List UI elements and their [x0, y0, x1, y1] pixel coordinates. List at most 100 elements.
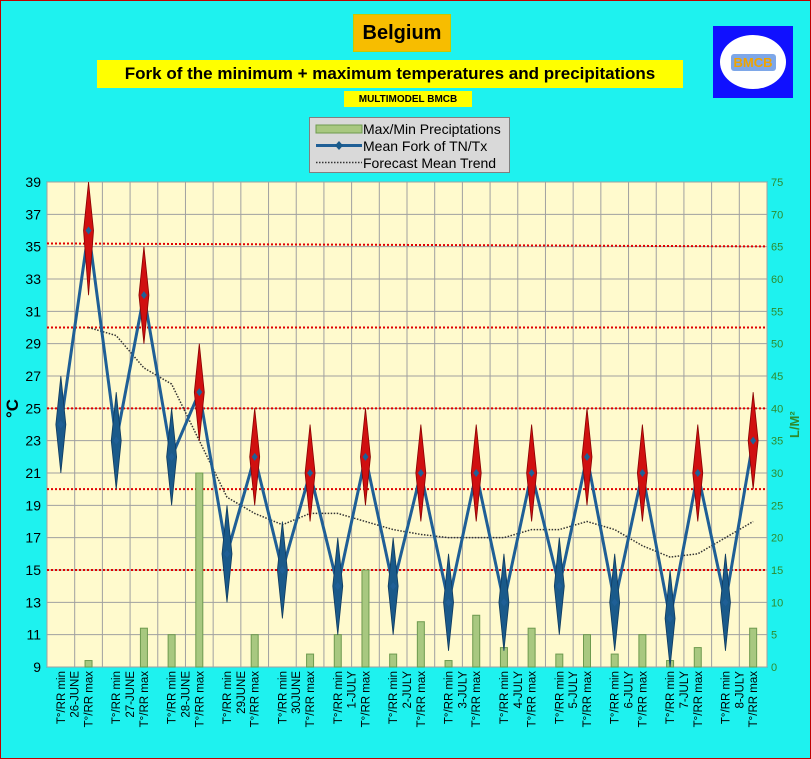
precip-bar: [306, 653, 315, 668]
y2-tick-label: 20: [771, 533, 783, 545]
precip-bar: [638, 634, 647, 668]
mean-point-marker: [85, 226, 92, 235]
x-tick-label: T°/RR max: [693, 671, 705, 728]
logo-text: BMCB: [730, 53, 776, 71]
y-tick-label: 31: [25, 303, 41, 319]
x-tick-label: 30JUNE: [291, 671, 303, 714]
y2-tick-label: 60: [771, 274, 783, 286]
x-tick-label: T°/RR max: [471, 671, 483, 728]
tmax-fork-marker: [83, 181, 94, 296]
x-tick-label: 7-JULY: [679, 671, 691, 709]
x-tick-label: 26-JUNE: [70, 671, 82, 718]
y2-tick-label: 10: [771, 597, 783, 609]
y-tick-label: 13: [25, 594, 41, 610]
x-tick-label: T°/RR min: [388, 671, 400, 724]
x-tick-label: 4-JULY: [513, 671, 525, 709]
precip-bar: [361, 569, 370, 668]
mean-point-marker: [196, 388, 203, 397]
x-tick-label: 29JUNE: [236, 671, 248, 714]
x-tick-label: T°/RR min: [277, 671, 289, 724]
precip-bar: [444, 660, 453, 668]
mean-point-marker: [334, 582, 341, 591]
precip-bar: [583, 634, 591, 668]
mean-point-marker: [473, 469, 480, 477]
chart-subtitle: Fork of the minimum + maximum temperatur…: [97, 60, 683, 88]
y-tick-label: 39: [25, 174, 41, 190]
precip-bar: [250, 634, 259, 668]
mean-point-marker: [611, 598, 618, 607]
x-tick-label: T°/RR min: [554, 671, 566, 724]
y-tick-label: 19: [25, 497, 41, 513]
chart-source-label: MULTIMODEL BMCB: [344, 91, 472, 107]
x-tick-label: T°/RR max: [360, 671, 372, 728]
x-tick-label: T°/RR max: [748, 671, 760, 728]
precip-bar: [610, 653, 619, 668]
y2-tick-label: 25: [771, 500, 783, 512]
logo-map-icon: BMCB: [720, 35, 786, 89]
mean-point-marker: [639, 469, 646, 477]
mean-point-marker: [445, 598, 452, 607]
y-tick-label: 25: [25, 400, 41, 416]
precip-bar: [555, 653, 564, 668]
x-tick-label: T°/RR min: [167, 671, 179, 724]
x-tick-label: T°/RR max: [637, 671, 649, 728]
x-tick-label: T°/RR max: [582, 671, 594, 728]
y-tick-label: 27: [25, 368, 41, 384]
y-axis-label: °C: [3, 398, 22, 418]
y2-tick-label: 45: [771, 371, 783, 383]
y2-tick-label: 50: [771, 339, 783, 351]
y-tick-label: 17: [25, 530, 41, 546]
x-tick-label: T°/RR min: [720, 671, 732, 724]
bmcb-logo: BMCB: [713, 26, 793, 98]
mean-point-marker: [722, 598, 729, 607]
mean-point-marker: [279, 566, 286, 574]
precip-bar: [416, 621, 425, 668]
y-tick-label: 9: [33, 659, 41, 675]
precip-bar: [693, 647, 702, 668]
x-tick-label: T°/RR max: [84, 671, 96, 728]
x-tick-label: T°/RR max: [194, 671, 206, 728]
y-tick-label: 35: [25, 239, 41, 255]
legend-label-trend: Forecast Mean Trend: [363, 154, 497, 171]
chart-legend: Max/Min Preciptations Mean Fork of TN/Tx…: [309, 117, 510, 173]
reference-line: [46, 242, 768, 248]
y-tick-label: 23: [25, 433, 41, 449]
y2-tick-label: 5: [771, 630, 777, 642]
y2-tick-label: 70: [771, 209, 783, 221]
line-swatch-icon: [316, 141, 362, 150]
precip-bar: [84, 660, 93, 668]
y2-axis-label: L/M²: [787, 411, 802, 438]
precip-bar: [389, 653, 398, 668]
y-tick-label: 37: [25, 206, 41, 222]
mean-point-marker: [528, 469, 535, 477]
x-tick-label: T°/RR max: [139, 671, 151, 728]
chart-title: Belgium: [353, 14, 451, 52]
x-tick-label: 2-JULY: [402, 671, 414, 709]
mean-point-marker: [584, 452, 590, 461]
precip-bar: [472, 614, 481, 668]
x-tick-label: 8-JULY: [734, 671, 746, 709]
y2-tick-label: 65: [771, 242, 783, 254]
y-tick-label: 33: [25, 271, 41, 287]
mean-point-marker: [362, 452, 369, 461]
y2-tick-label: 30: [771, 468, 783, 480]
precip-bar: [749, 627, 758, 668]
x-tick-label: 6-JULY: [624, 671, 636, 709]
y2-tick-label: 75: [771, 177, 783, 189]
mean-point-marker: [667, 614, 674, 623]
x-tick-label: T°/RR min: [111, 671, 123, 724]
mean-point-marker: [750, 436, 757, 445]
x-tick-label: T°/RR min: [56, 671, 68, 724]
y-tick-label: 11: [26, 627, 41, 643]
x-tick-label: 1-JULY: [347, 671, 359, 709]
legend-label-precip: Max/Min Preciptations: [363, 120, 501, 137]
x-tick-label: T°/RR min: [333, 671, 345, 724]
precip-bar: [195, 472, 204, 668]
legend-label-mean-fork: Mean Fork of TN/Tx: [363, 137, 488, 154]
mean-point-marker: [390, 582, 397, 591]
x-tick-label: 3-JULY: [457, 671, 469, 709]
mean-point-marker: [113, 436, 120, 445]
precip-bar: [167, 634, 176, 668]
y-tick-label: 21: [25, 465, 41, 481]
